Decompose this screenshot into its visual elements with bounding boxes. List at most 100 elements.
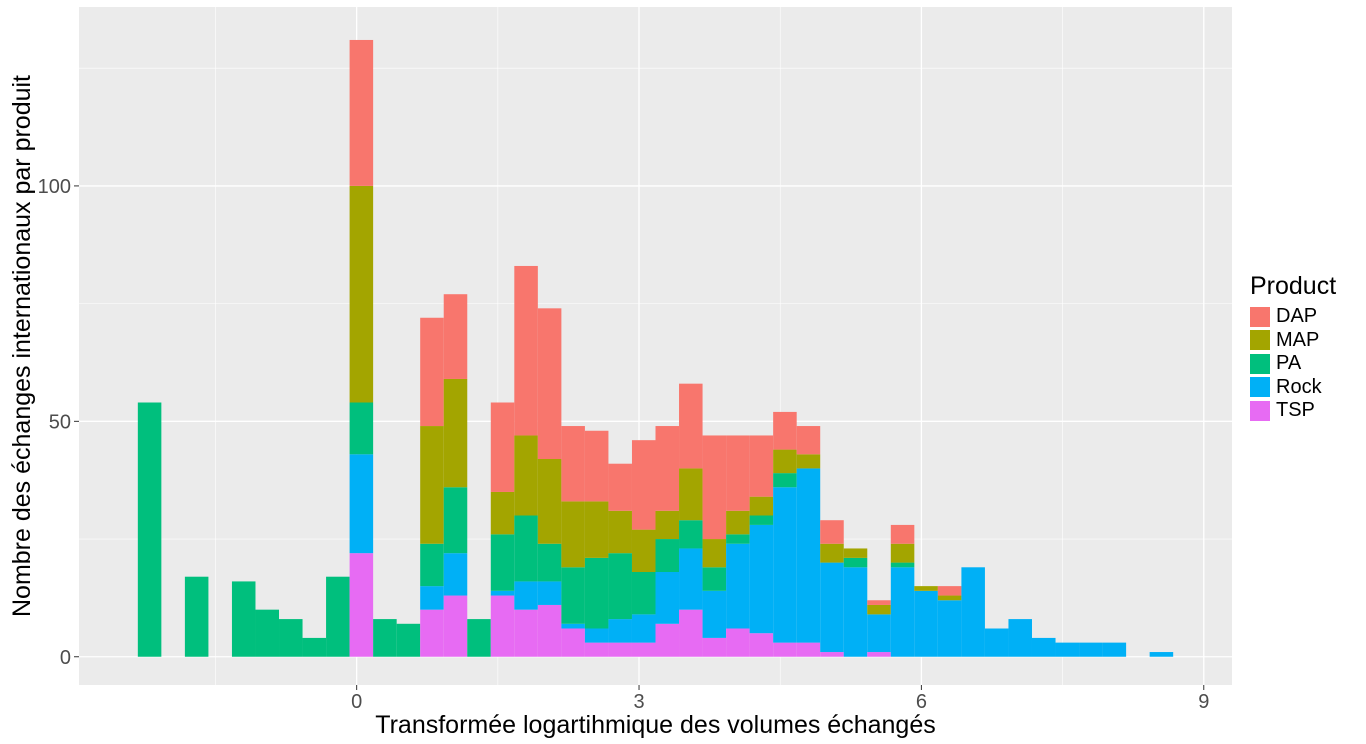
bar-pa-segment xyxy=(514,515,538,582)
bar-rock-segment xyxy=(608,619,632,643)
bar-dap-segment xyxy=(679,383,703,469)
bar-pa-segment xyxy=(702,567,727,591)
bar-map-segment xyxy=(702,539,727,568)
bar-dap-segment xyxy=(867,600,891,605)
minor-gridlines xyxy=(79,7,1232,685)
x-tick-label: 3 xyxy=(633,691,644,713)
bar-pa-segment xyxy=(655,539,680,572)
bar-tsp-segment xyxy=(773,642,797,657)
legend-key-swatch xyxy=(1250,400,1270,421)
legend-item-dap: DAP xyxy=(1250,305,1336,329)
bar-map-segment xyxy=(349,185,374,403)
bar-map-segment xyxy=(631,529,656,572)
bar-tsp-segment xyxy=(443,595,468,657)
bar-dap-segment xyxy=(584,430,609,502)
bar-dap-segment xyxy=(796,426,821,455)
bar-pa-segment xyxy=(608,553,632,620)
bar-rock-segment xyxy=(349,454,374,554)
bar-rock-segment xyxy=(1031,637,1056,657)
bar-rock-segment xyxy=(561,623,585,629)
bar-dap-segment xyxy=(608,463,632,511)
y-tick-label: 0 xyxy=(60,647,71,669)
bar-rock-segment xyxy=(1149,652,1174,657)
bar-map-segment xyxy=(561,501,585,568)
bar-dap-segment xyxy=(655,426,680,511)
bar-dap-segment xyxy=(443,294,468,379)
bar-pa-segment xyxy=(420,543,444,587)
bar-rock-segment xyxy=(796,468,821,643)
bar-map-segment xyxy=(843,548,868,558)
bar-tsp-segment xyxy=(655,623,680,657)
bar-tsp-segment xyxy=(514,609,538,657)
legend-label: TSP xyxy=(1276,399,1315,422)
x-axis-ticks: 0 3 6 9 xyxy=(351,685,1209,713)
y-axis-ticks: 0 50 100 xyxy=(38,176,79,669)
bar-dap-segment xyxy=(490,402,515,492)
legend: Product DAP MAP PA Rock TSP xyxy=(1250,272,1336,423)
x-tick-label: 9 xyxy=(1198,691,1209,713)
bar-rock-segment xyxy=(843,567,868,657)
bar-rock-segment xyxy=(420,586,444,610)
bar-map-segment xyxy=(726,510,750,535)
bar-rock-segment xyxy=(749,524,774,634)
bar-dap-segment xyxy=(749,435,774,497)
bar-rock-segment xyxy=(490,590,515,596)
bar-pa-segment xyxy=(279,619,303,657)
bar-dap-segment xyxy=(726,435,750,511)
bar-pa-segment xyxy=(231,581,256,657)
bar-dap-segment xyxy=(420,317,444,427)
bar-dap-segment xyxy=(937,586,962,596)
bar-rock-segment xyxy=(537,581,562,605)
bar-tsp-segment xyxy=(537,604,562,657)
legend-title: Product xyxy=(1250,272,1337,300)
bar-rock-segment xyxy=(890,567,915,657)
bar-rock-segment xyxy=(1008,619,1032,657)
bar-pa-segment xyxy=(773,473,797,488)
legend-item-map: MAP xyxy=(1250,329,1336,353)
bar-pa-segment xyxy=(843,557,868,568)
bar-pa-segment xyxy=(349,402,374,455)
bar-tsp-segment xyxy=(490,595,515,657)
bar-dap-segment xyxy=(820,520,844,544)
bar-dap-segment xyxy=(349,39,374,186)
bar-rock-segment xyxy=(1102,642,1127,657)
bar-pa-segment xyxy=(302,637,327,657)
x-tick-label: 0 xyxy=(351,691,362,713)
bar-rock-segment xyxy=(584,628,609,643)
bar-map-segment xyxy=(914,586,938,591)
bar-map-segment xyxy=(773,449,797,474)
bar-dap-segment xyxy=(702,435,727,540)
bar-rock-segment xyxy=(984,628,1009,657)
y-tick-label: 50 xyxy=(49,411,71,433)
x-tick-label: 6 xyxy=(916,691,927,713)
bar-tsp-segment xyxy=(867,652,891,657)
x-axis-title: Transformée logartihmique des volumes éc… xyxy=(375,711,935,739)
bar-rock-segment xyxy=(961,567,985,657)
bar-pa-segment xyxy=(631,572,656,615)
bar-rock-segment xyxy=(702,590,727,638)
bar-map-segment xyxy=(420,426,444,544)
bar-map-segment xyxy=(537,459,562,544)
stacked-bars xyxy=(137,39,1174,657)
bar-map-segment xyxy=(443,378,468,488)
bar-tsp-segment xyxy=(631,642,656,657)
bar-rock-segment xyxy=(1079,642,1103,657)
bar-rock-segment xyxy=(1055,642,1080,657)
bar-rock-segment xyxy=(631,614,656,643)
bar-pa-segment xyxy=(467,619,491,657)
bar-pa-segment xyxy=(537,543,562,582)
bar-map-segment xyxy=(820,543,844,563)
bar-map-segment xyxy=(890,543,915,563)
legend-key-swatch xyxy=(1250,353,1270,374)
bar-rock-segment xyxy=(773,487,797,643)
legend-key-swatch xyxy=(1250,377,1270,398)
bar-pa-segment xyxy=(726,534,750,544)
bar-pa-segment xyxy=(373,619,397,657)
bar-map-segment xyxy=(749,496,774,516)
bar-pa-segment xyxy=(184,576,209,657)
bar-rock-segment xyxy=(820,562,844,653)
legend-label: MAP xyxy=(1276,328,1320,351)
bar-pa-segment xyxy=(137,402,162,657)
bar-map-segment xyxy=(514,435,538,516)
bar-map-segment xyxy=(796,454,821,469)
